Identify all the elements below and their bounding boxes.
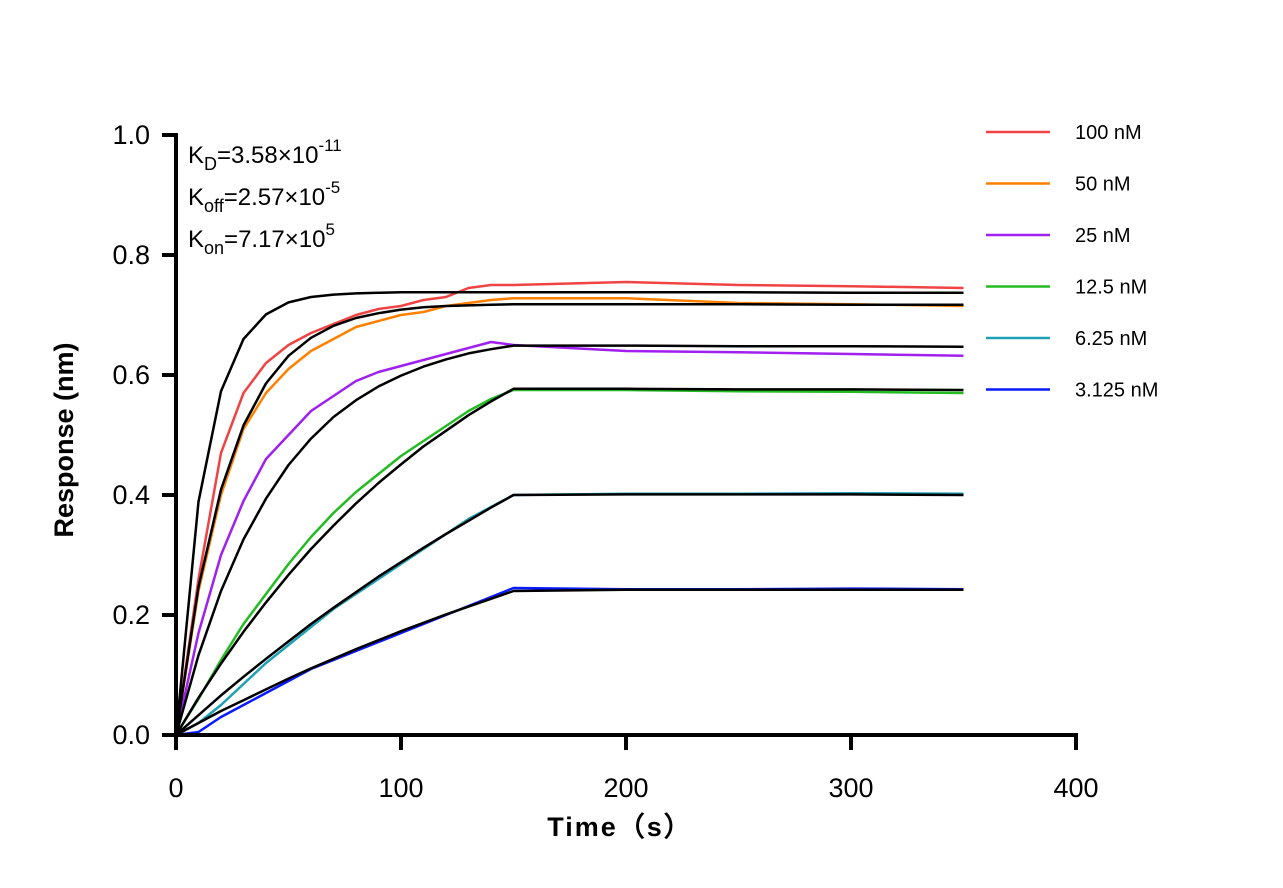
y-tick-label: 0.8	[112, 240, 150, 270]
legend-item: 50 nM	[986, 174, 1131, 196]
legend: 100 nM 50 nM 25 nM 12.5 nM 6.25 nM 3.125 nM	[986, 122, 1158, 402]
x-tick-label: 400	[1053, 773, 1098, 803]
legend-item: 3.125 nM	[986, 380, 1158, 402]
legend-label: 50 nM	[1075, 174, 1131, 196]
legend-label: 3.125 nM	[1075, 380, 1158, 402]
fit-curve-6.25-nM	[175, 493, 964, 736]
legend-label: 6.25 nM	[1075, 328, 1147, 350]
legend-item: 6.25 nM	[986, 328, 1147, 350]
legend-label: 100 nM	[1075, 122, 1142, 144]
x-tick-label: 0	[168, 773, 183, 803]
data-series-12.5-nM	[174, 388, 964, 736]
y-axis-label: Response (nm)	[49, 342, 79, 537]
x-tick-label: 100	[378, 773, 423, 803]
kinetic-constants: KD=3.58×10-11 Koff=2.57×10-5 Kon=7.17×105	[188, 136, 342, 258]
fit-curve-100-nM	[174, 290, 964, 736]
y-tick-label: 0.2	[112, 600, 150, 630]
data-series-100-nM	[174, 280, 964, 736]
kinetic-constant: Koff=2.57×10-5	[188, 178, 340, 216]
data-series-25-nM	[174, 340, 964, 736]
legend-item: 12.5 nM	[986, 277, 1147, 299]
data-series-6.25-nM	[175, 491, 964, 737]
data-series-3.125-nM	[175, 586, 964, 737]
y-tick-label: 1.0	[112, 120, 150, 150]
fit-curve-12.5-nM	[174, 387, 964, 736]
legend-item: 25 nM	[986, 225, 1131, 247]
x-tick-label: 300	[828, 773, 873, 803]
kinetic-constant: KD=3.58×10-11	[188, 136, 342, 174]
legend-label: 25 nM	[1075, 225, 1131, 247]
fit-curve-50-nM	[174, 302, 964, 736]
y-tick-label: 0.0	[112, 720, 150, 750]
y-tick-label: 0.6	[112, 360, 150, 390]
fit-curve-25-nM	[174, 344, 964, 736]
y-tick-label: 0.4	[112, 480, 150, 510]
legend-item: 100 nM	[986, 122, 1142, 144]
x-axis-label: Time（s）	[547, 812, 693, 842]
fit-curve-3.125-nM	[175, 588, 964, 737]
x-tick-label: 200	[603, 773, 648, 803]
axes: 0.0 0.2 0.4 0.6 0.8 1.0 0 100 200 300 400	[112, 120, 1098, 803]
data-series-50-nM	[174, 296, 964, 736]
kinetic-constant: Kon=7.17×105	[188, 220, 335, 258]
plot-area	[174, 280, 964, 737]
legend-label: 12.5 nM	[1075, 277, 1147, 299]
